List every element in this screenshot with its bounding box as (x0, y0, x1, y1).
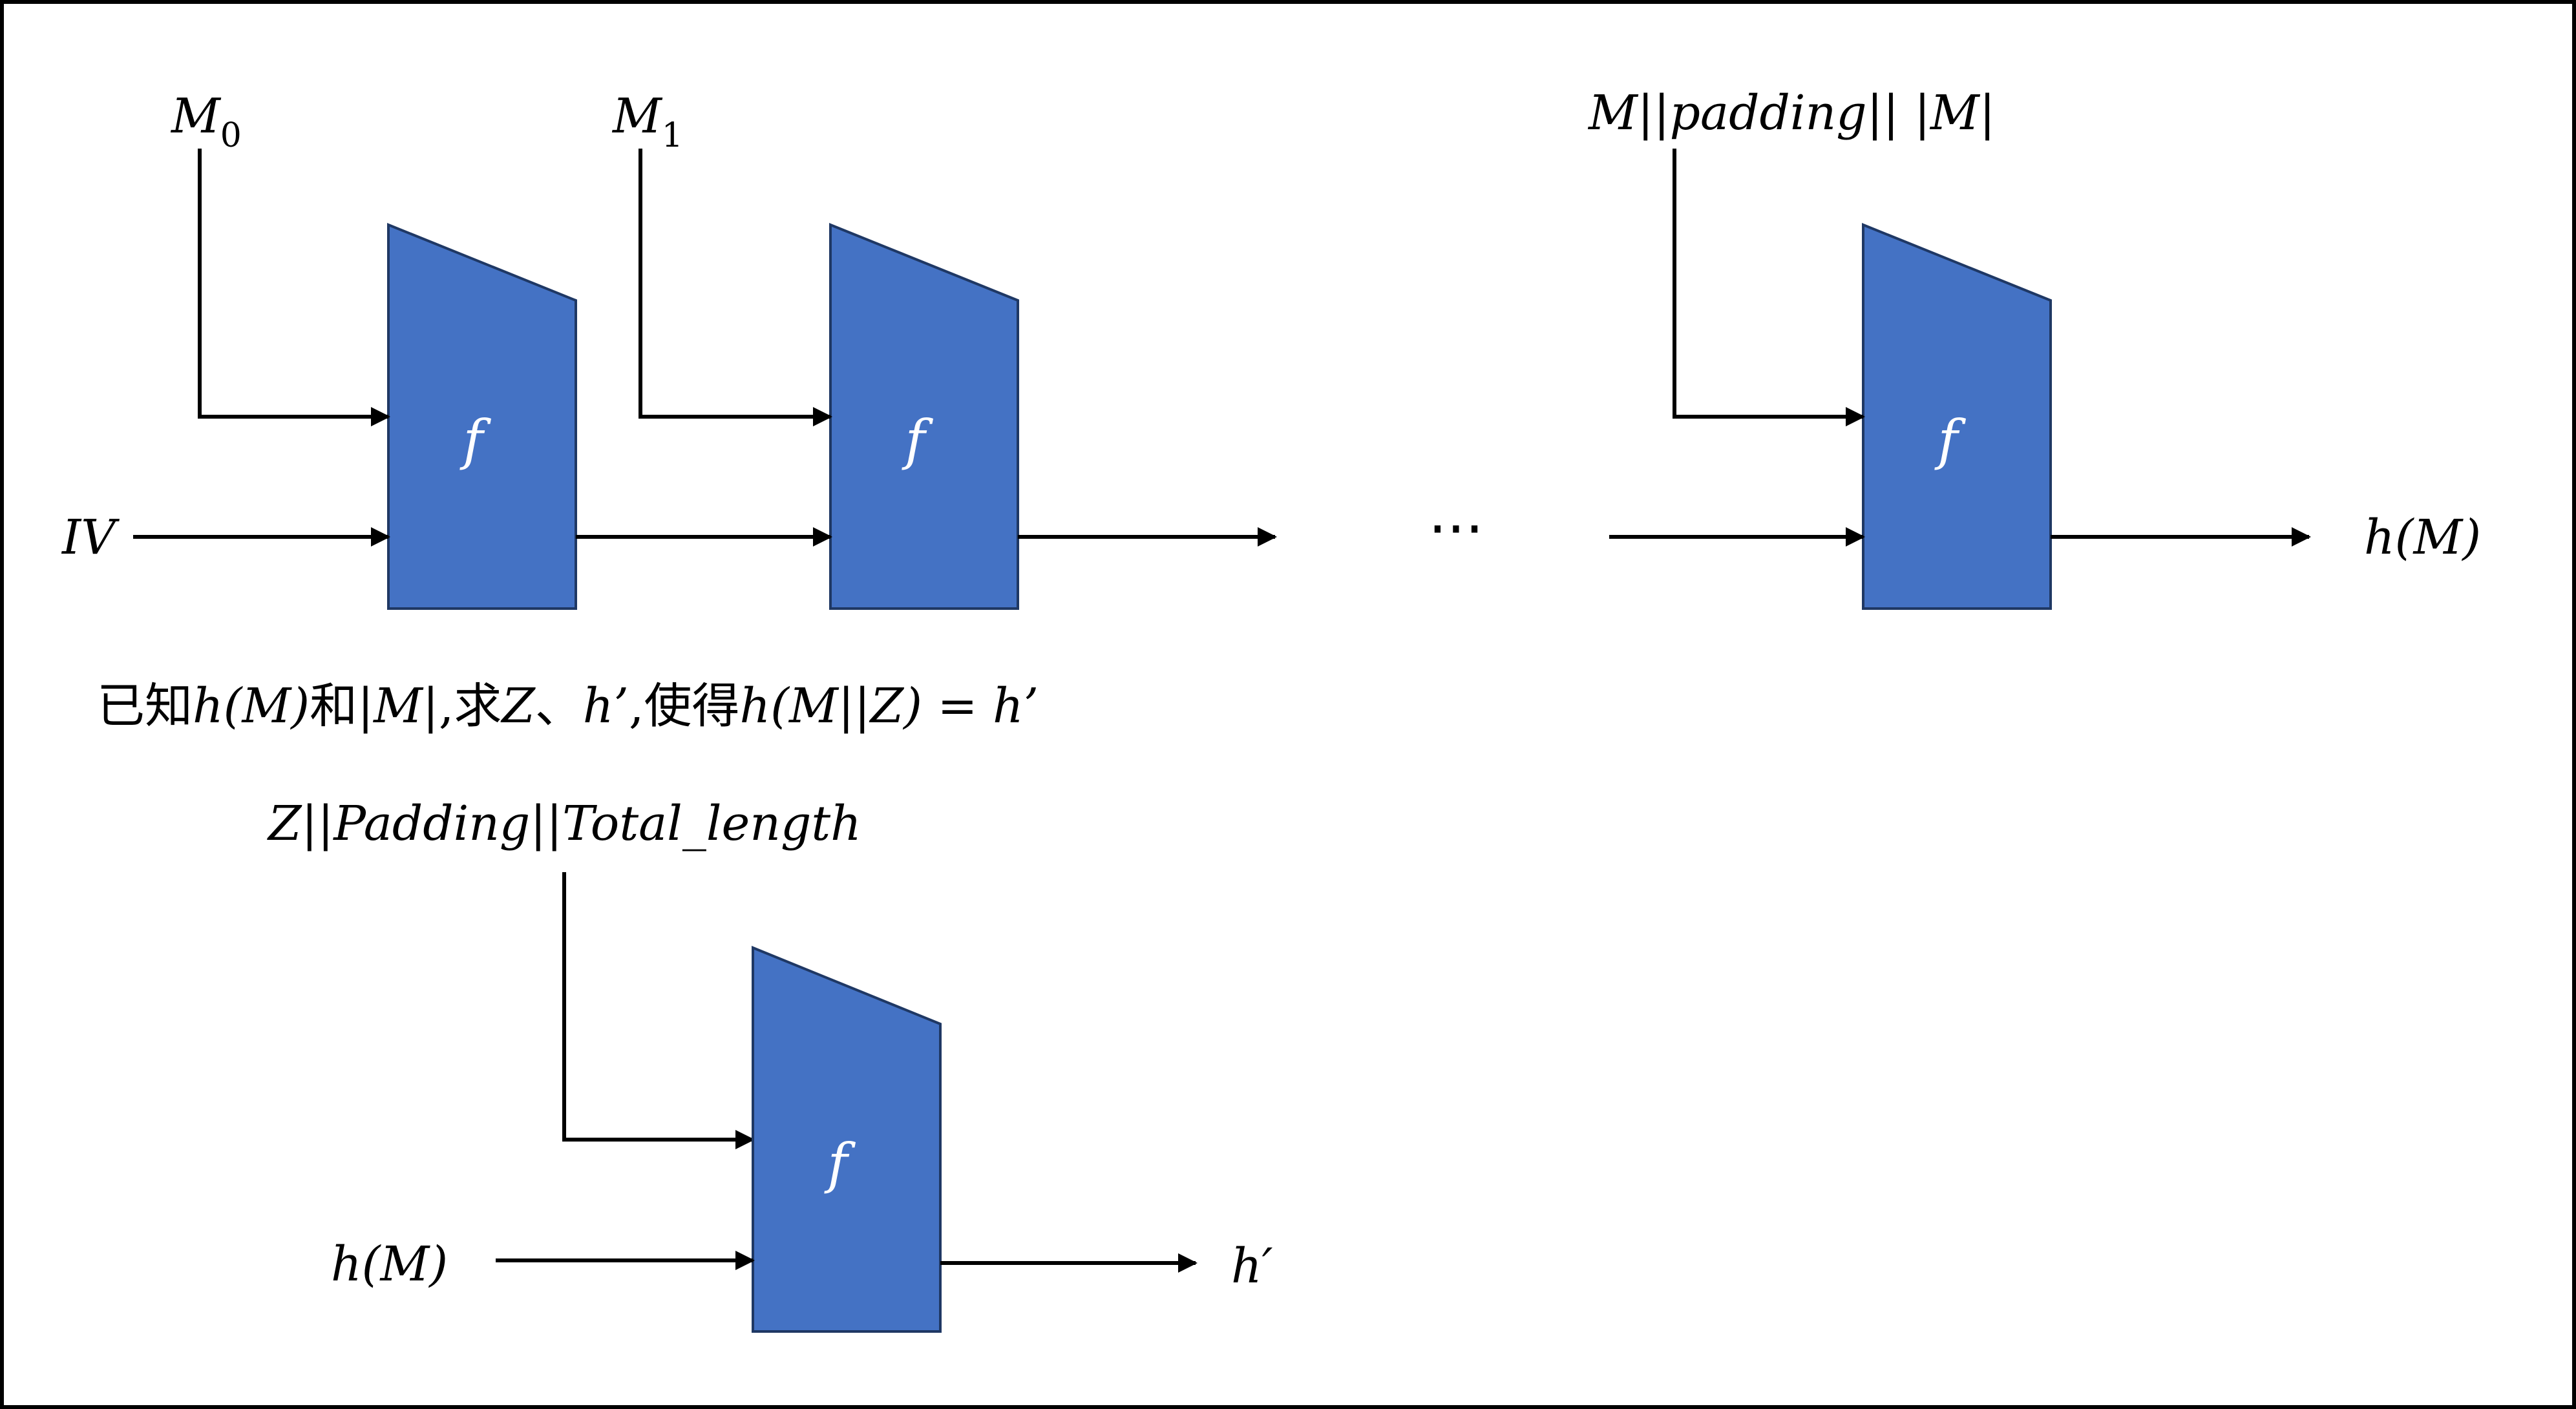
compression-block-2: f (829, 223, 1019, 610)
extension-input-label: h(M) (331, 1237, 448, 1292)
hash-output-label: h(M) (2364, 510, 2481, 565)
iv-label: IV (61, 510, 120, 565)
compression-function-box-2 (829, 223, 1019, 610)
last-block-label: M||padding|| |M| (1587, 85, 1996, 141)
problem-statement: 已知h(M)和|M|,求Z、h’,使得h(M||Z) = h’ (97, 678, 1039, 734)
compression-block-extension: f (752, 946, 942, 1333)
compression-block-1: f (387, 223, 577, 610)
message-block-m1-label: M1 (611, 89, 683, 155)
compression-function-box-last (1862, 223, 2052, 610)
last-block-input-arrow (1673, 149, 1865, 426)
extension-block-input-arrow (562, 872, 755, 1149)
m1-input-arrow (639, 149, 832, 426)
compression-function-box-1 (387, 223, 577, 610)
compression-function-box-extension (752, 946, 942, 1333)
message-block-m0-label: M0 (170, 89, 242, 155)
ellipsis: ··· (1428, 496, 1484, 563)
extension-block-label: Z||Padding||Total_length (267, 796, 861, 851)
extension-output-label: h′ (1231, 1238, 1273, 1294)
m0-input-arrow (198, 149, 390, 426)
compression-block-last: f (1862, 223, 2052, 610)
